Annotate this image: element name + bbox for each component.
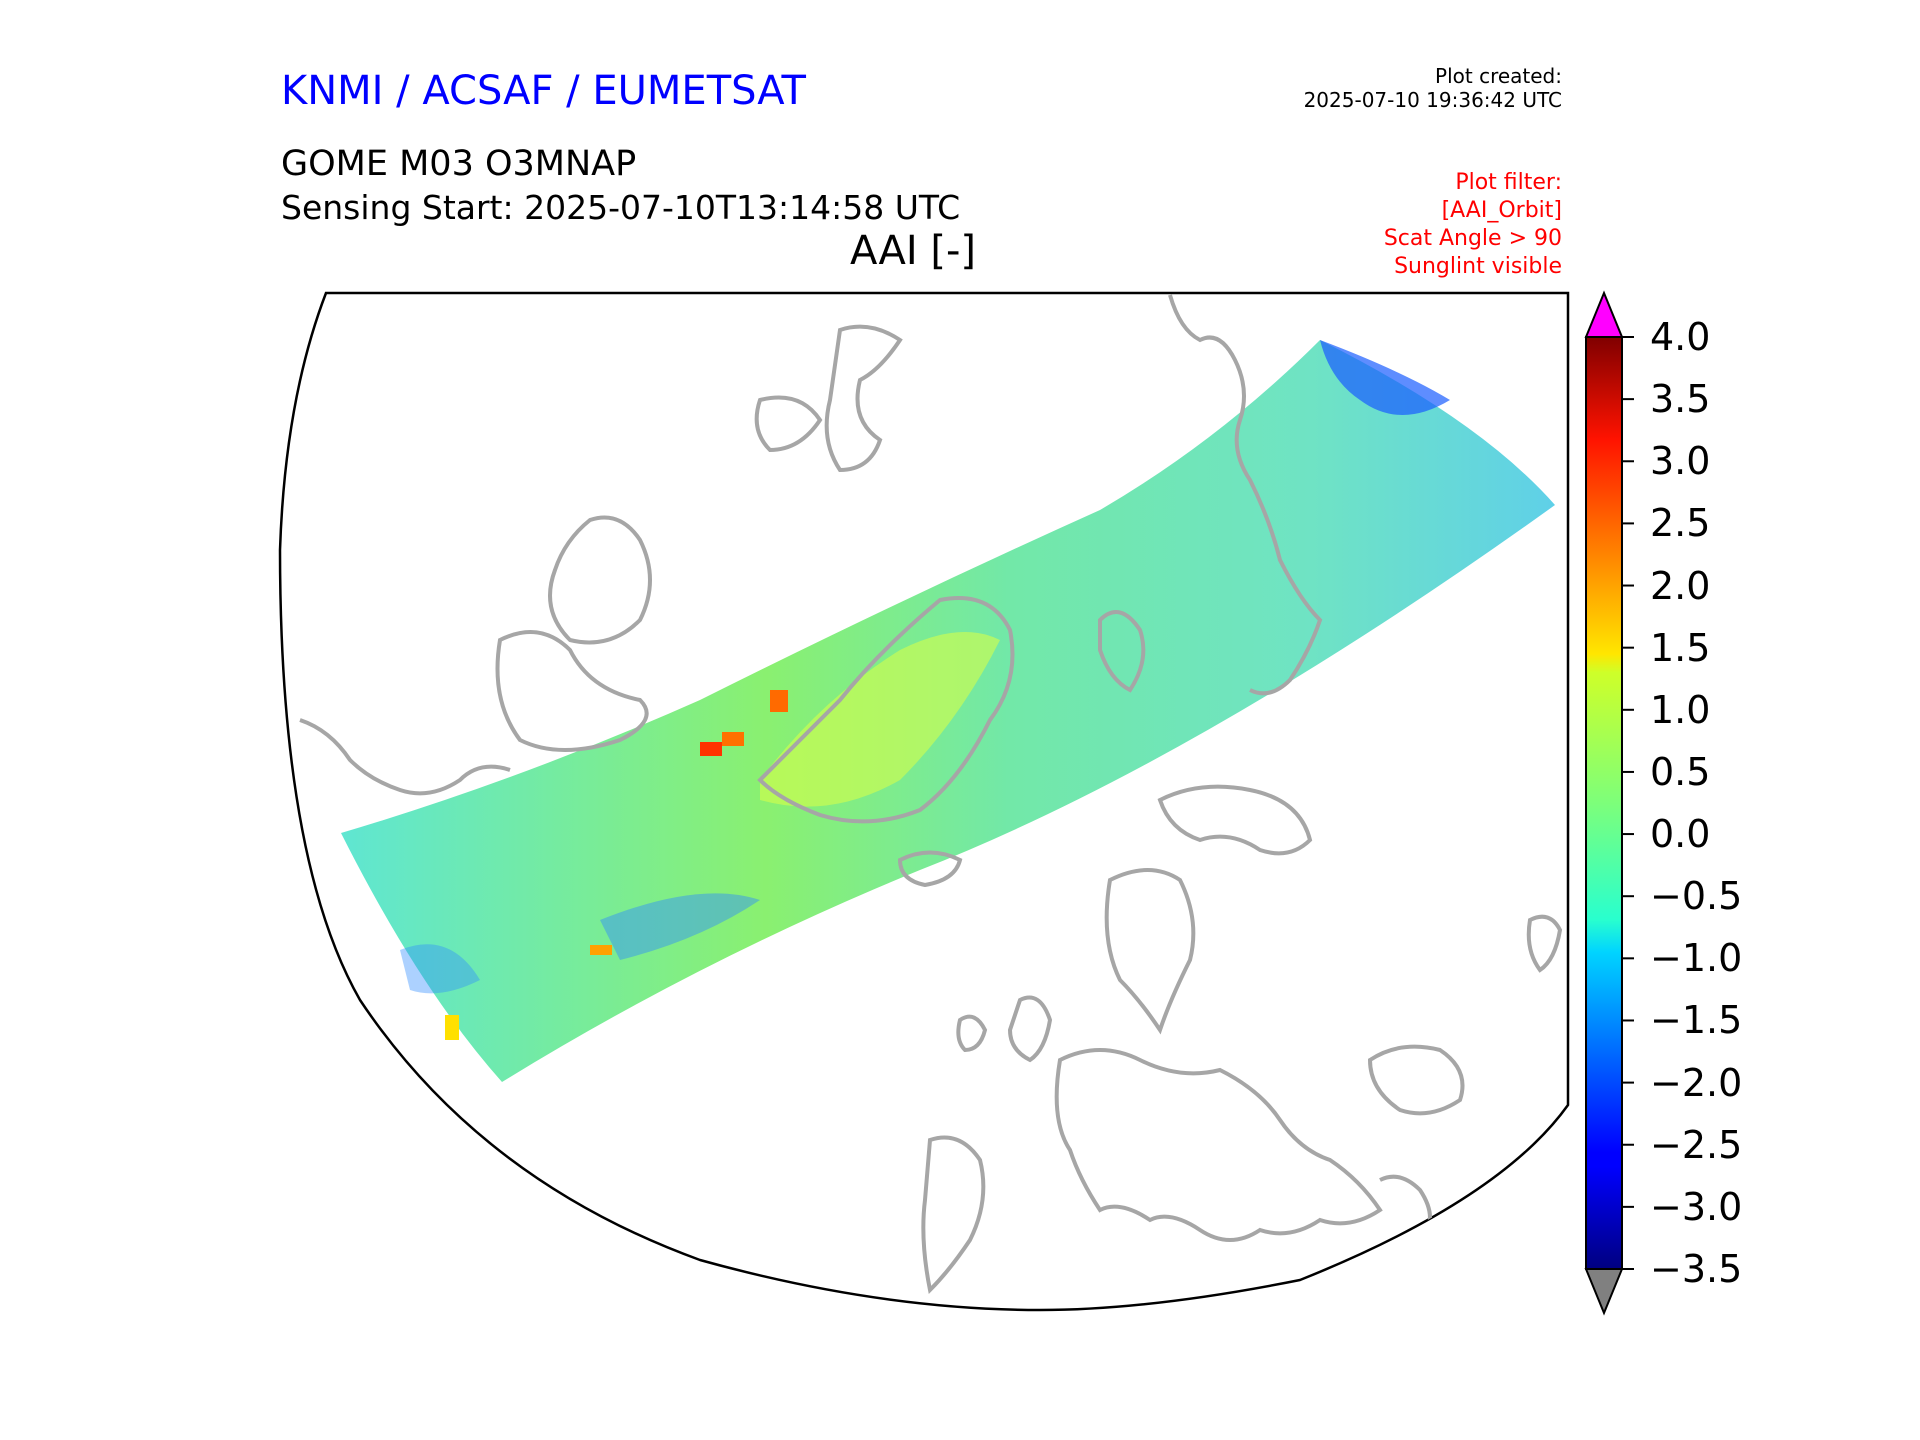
coastline-iberia — [921, 1135, 986, 1295]
colorbar-tick-label: 2.5 — [1650, 501, 1711, 546]
colorbar-tick-label: 3.0 — [1650, 439, 1711, 484]
coastline-scandinavia — [1104, 868, 1196, 1035]
colorbar-tick-label: 2.0 — [1650, 563, 1711, 608]
colorbar-tick-label: −3.0 — [1650, 1184, 1743, 1229]
aerosol-hotspot-5 — [445, 1015, 459, 1040]
colorbar-tick-label: −2.5 — [1650, 1122, 1743, 1167]
sensing-start: Sensing Start: 2025-07-10T13:14:58 UTC — [281, 188, 961, 227]
coastline-uk — [1007, 995, 1053, 1063]
coastline-europe — [1054, 1048, 1383, 1242]
swath-low-values-edge — [400, 944, 480, 994]
coastlines — [299, 294, 1563, 1295]
colorbar-tick-label: −2.0 — [1650, 1060, 1743, 1105]
coastline-arctic-island-2 — [754, 395, 823, 453]
coastline-ireland — [956, 1014, 988, 1053]
colorbar-tick-label: 4.0 — [1650, 315, 1711, 359]
filter-line-4: Sunglint visible — [1394, 254, 1562, 279]
colorbar-tick-label: −0.5 — [1650, 874, 1743, 919]
coastline-caspian — [1367, 1044, 1465, 1116]
product-name: GOME M03 O3MNAP — [281, 144, 637, 184]
coastline-svalbard — [1098, 610, 1146, 693]
parameter-title: AAI [-] — [850, 228, 976, 274]
coastline-siberia — [1168, 294, 1323, 696]
colorbar-gradient — [1585, 336, 1623, 1270]
aerosol-hotspot-2 — [722, 732, 744, 746]
swath-high-values-greenland — [760, 632, 1000, 807]
colorbar-under-extension — [1584, 1268, 1624, 1316]
filter-line-3: Scat Angle > 90 — [1383, 226, 1562, 251]
colorbar-tick-label: −1.5 — [1650, 998, 1743, 1043]
plot-created-label: Plot created: — [1435, 64, 1562, 88]
colorbar-tick-label: −1.0 — [1650, 936, 1743, 981]
colorbar — [1584, 290, 1634, 1316]
colorbar-tick-label: 1.0 — [1650, 687, 1711, 732]
coastline-kola — [1157, 784, 1313, 856]
aerosol-hotspot-3 — [770, 690, 788, 712]
coastline-greenland — [757, 596, 1015, 824]
filter-line-2: [AAI_Orbit] — [1441, 198, 1562, 223]
colorbar-tick-label: 0.0 — [1650, 812, 1711, 857]
filter-line-1: Plot filter: — [1455, 170, 1562, 195]
aerosol-hotspot-1 — [700, 742, 722, 756]
swath-low-values-sw — [600, 893, 760, 960]
colorbar-tick-label: 1.5 — [1650, 625, 1711, 670]
swath-low-values-ne — [1320, 340, 1450, 415]
coastline-iceland — [897, 850, 963, 888]
colorbar-tick-label: 0.5 — [1650, 749, 1711, 794]
coastline-east-1 — [1526, 914, 1563, 973]
coastline-baffin — [548, 515, 652, 645]
colorbar-tick-label: 3.5 — [1650, 377, 1711, 422]
credit-title: KNMI / ACSAF / EUMETSAT — [281, 68, 806, 114]
coastline-arctic-island-1 — [824, 324, 903, 473]
colorbar-over-extension — [1584, 290, 1624, 338]
coastline-alaska — [299, 718, 511, 796]
aerosol-hotspot-4 — [590, 945, 612, 955]
coastline-canada-north — [495, 630, 649, 752]
colorbar-tick-label: −3.5 — [1650, 1247, 1743, 1291]
plot-created-time: 2025-07-10 19:36:42 UTC — [1303, 88, 1562, 112]
